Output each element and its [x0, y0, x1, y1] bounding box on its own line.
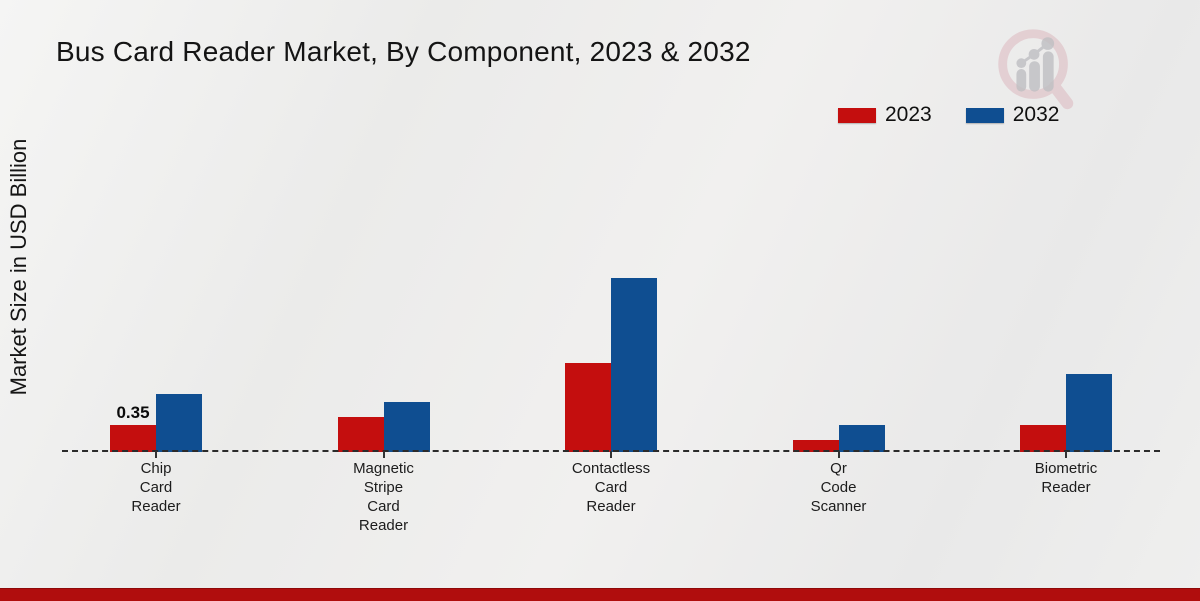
- bar-2023-chip-card-reader: [110, 425, 156, 452]
- x-axis-tick: [382, 451, 385, 458]
- bar-2032-magnetic-stripe-card-reader: [383, 402, 430, 452]
- chart-title: Bus Card Reader Market, By Component, 20…: [56, 36, 751, 67]
- magnifier-growth-chart-logo: [998, 29, 1074, 110]
- category-label-biometric-reader: Biometric Reader: [1034, 460, 1098, 496]
- legend-swatch-2032: [965, 107, 1004, 123]
- x-axis-tick: [610, 451, 612, 458]
- bottom-accent-strip: [0, 588, 1200, 601]
- legend-label-2023: 2023: [885, 103, 932, 126]
- legend-item-2023: 2023: [838, 103, 932, 127]
- bar-2023-biometric-reader: [1020, 425, 1066, 452]
- legend: 2023 2032: [838, 103, 1059, 127]
- legend-item-2032: 2032: [965, 103, 1060, 127]
- bar-2023-contactless-card-reader: [565, 363, 611, 452]
- legend-label-2032: 2032: [1012, 103, 1060, 126]
- bar-2032-biometric-reader: [1066, 374, 1112, 452]
- bar-2032-qr-code-scanner: [838, 425, 885, 452]
- bar-2023-qr-code-scanner: [792, 440, 839, 452]
- category-label-magnetic-stripe-card-reader: Magnetic Stripe Card Reader: [353, 460, 414, 534]
- magnifier-handle-icon: [1048, 80, 1074, 110]
- category-label-qr-code-scanner: Qr Code Scanner: [810, 460, 867, 515]
- x-axis-tick: [837, 451, 840, 458]
- category-label-chip-card-reader: Chip Card Reader: [131, 460, 181, 515]
- bar-2032-contactless-card-reader: [611, 278, 657, 452]
- bar-value-label: 0.35: [116, 403, 150, 422]
- x-axis-tick: [155, 451, 157, 458]
- legend-swatch-2023: [838, 107, 876, 123]
- bar-2032-chip-card-reader: [156, 394, 202, 452]
- magnifier-ring-icon: [998, 29, 1068, 99]
- bar-2023-magnetic-stripe-card-reader: [337, 417, 384, 452]
- category-label-contactless-card-reader: Contactless Card Reader: [571, 460, 651, 515]
- x-axis-tick: [1065, 451, 1067, 458]
